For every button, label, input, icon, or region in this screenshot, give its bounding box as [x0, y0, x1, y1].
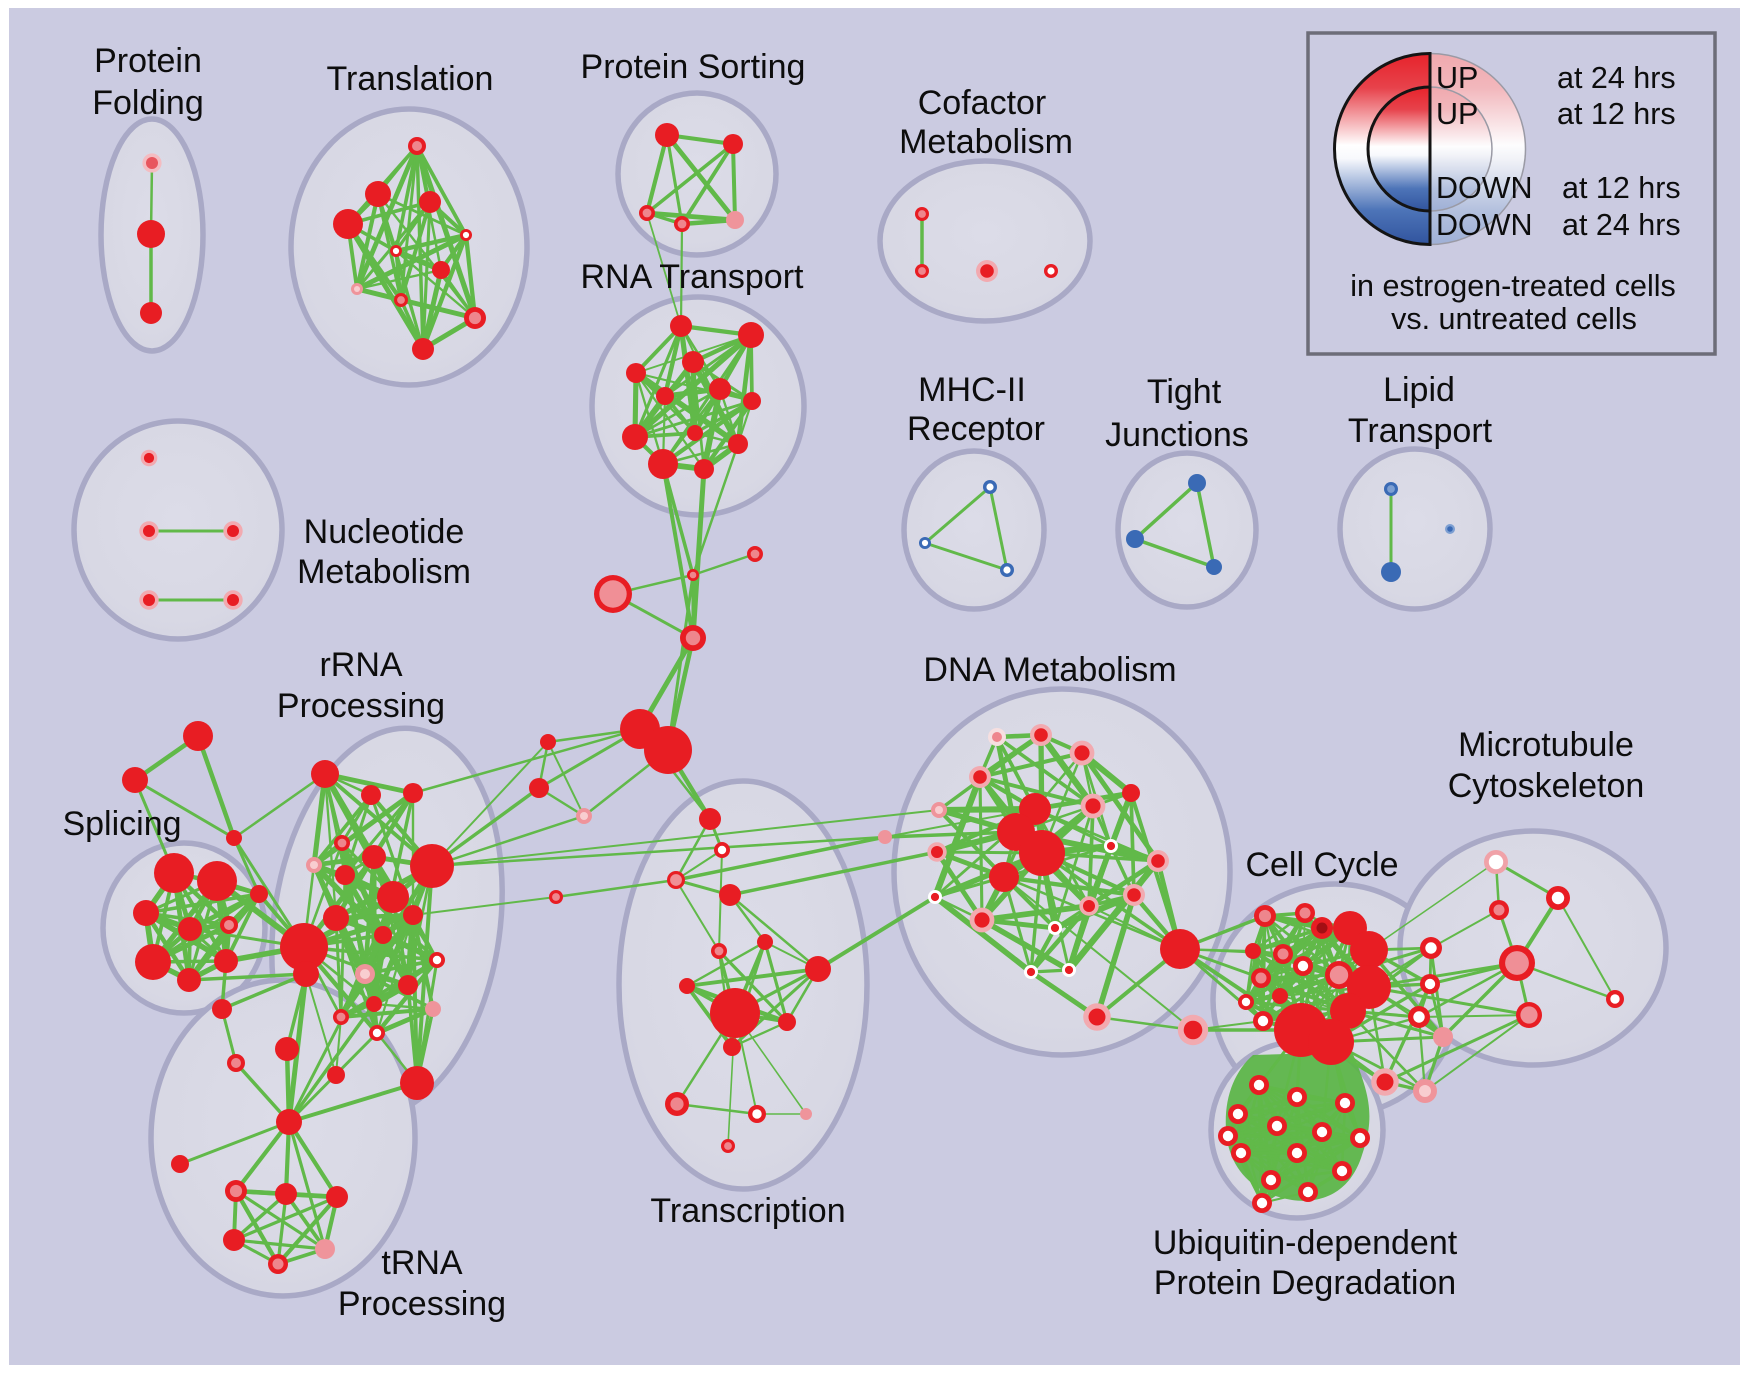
svg-text:tRNA: tRNA [381, 1244, 463, 1282]
svg-text:Translation: Translation [327, 60, 494, 98]
svg-text:Transport: Transport [1348, 412, 1493, 450]
svg-text:Lipid: Lipid [1383, 371, 1455, 409]
svg-text:Microtubule: Microtubule [1458, 726, 1634, 764]
svg-text:Protein: Protein [94, 42, 202, 80]
svg-text:Transcription: Transcription [650, 1192, 845, 1230]
svg-text:Cell Cycle: Cell Cycle [1245, 846, 1398, 884]
svg-text:Metabolism: Metabolism [899, 123, 1073, 161]
svg-text:DOWN: DOWN [1436, 171, 1533, 205]
svg-text:Junctions: Junctions [1105, 416, 1249, 454]
svg-text:MHC-II: MHC-II [918, 371, 1026, 409]
svg-text:UP: UP [1436, 61, 1478, 95]
svg-text:Cofactor: Cofactor [918, 84, 1047, 122]
svg-text:DNA Metabolism: DNA Metabolism [923, 651, 1176, 689]
svg-text:Cytoskeleton: Cytoskeleton [1448, 767, 1645, 805]
svg-text:DOWN: DOWN [1436, 208, 1533, 242]
svg-text:Tight: Tight [1147, 373, 1222, 411]
svg-text:at 24 hrs: at 24 hrs [1562, 208, 1681, 242]
svg-text:at 24 hrs: at 24 hrs [1557, 61, 1676, 95]
svg-text:RNA Transport: RNA Transport [581, 258, 805, 296]
svg-text:Receptor: Receptor [907, 410, 1045, 448]
svg-text:Metabolism: Metabolism [297, 553, 471, 591]
svg-text:Processing: Processing [277, 687, 445, 725]
svg-text:Protein Degradation: Protein Degradation [1154, 1264, 1456, 1302]
svg-text:vs. untreated cells: vs. untreated cells [1391, 302, 1637, 336]
svg-text:Processing: Processing [338, 1285, 506, 1323]
svg-text:at 12 hrs: at 12 hrs [1562, 171, 1681, 205]
svg-text:rRNA: rRNA [319, 646, 402, 684]
svg-text:UP: UP [1436, 97, 1478, 131]
svg-text:in estrogen-treated cells: in estrogen-treated cells [1350, 269, 1676, 303]
svg-text:Nucleotide: Nucleotide [304, 513, 465, 551]
svg-text:at 12 hrs: at 12 hrs [1557, 97, 1676, 131]
svg-text:Splicing: Splicing [62, 805, 181, 843]
svg-text:Protein Sorting: Protein Sorting [581, 48, 806, 86]
svg-text:Ubiquitin-dependent: Ubiquitin-dependent [1153, 1224, 1458, 1262]
svg-text:Folding: Folding [92, 84, 204, 122]
